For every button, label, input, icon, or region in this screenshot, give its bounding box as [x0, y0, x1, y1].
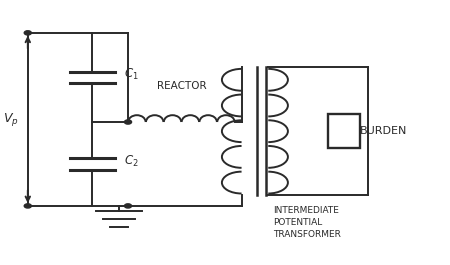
- Text: REACTOR: REACTOR: [157, 81, 206, 91]
- Text: $C_2$: $C_2$: [124, 154, 138, 169]
- Text: $V_p$: $V_p$: [3, 111, 19, 128]
- Circle shape: [125, 120, 131, 124]
- Text: $C_1$: $C_1$: [124, 67, 138, 82]
- Text: BURDEN: BURDEN: [360, 126, 407, 136]
- Circle shape: [24, 204, 32, 208]
- Bar: [328, 114, 360, 148]
- Circle shape: [24, 31, 32, 35]
- Circle shape: [125, 204, 131, 208]
- Text: INTERMEDIATE
POTENTIAL
TRANSFORMER: INTERMEDIATE POTENTIAL TRANSFORMER: [273, 206, 341, 238]
